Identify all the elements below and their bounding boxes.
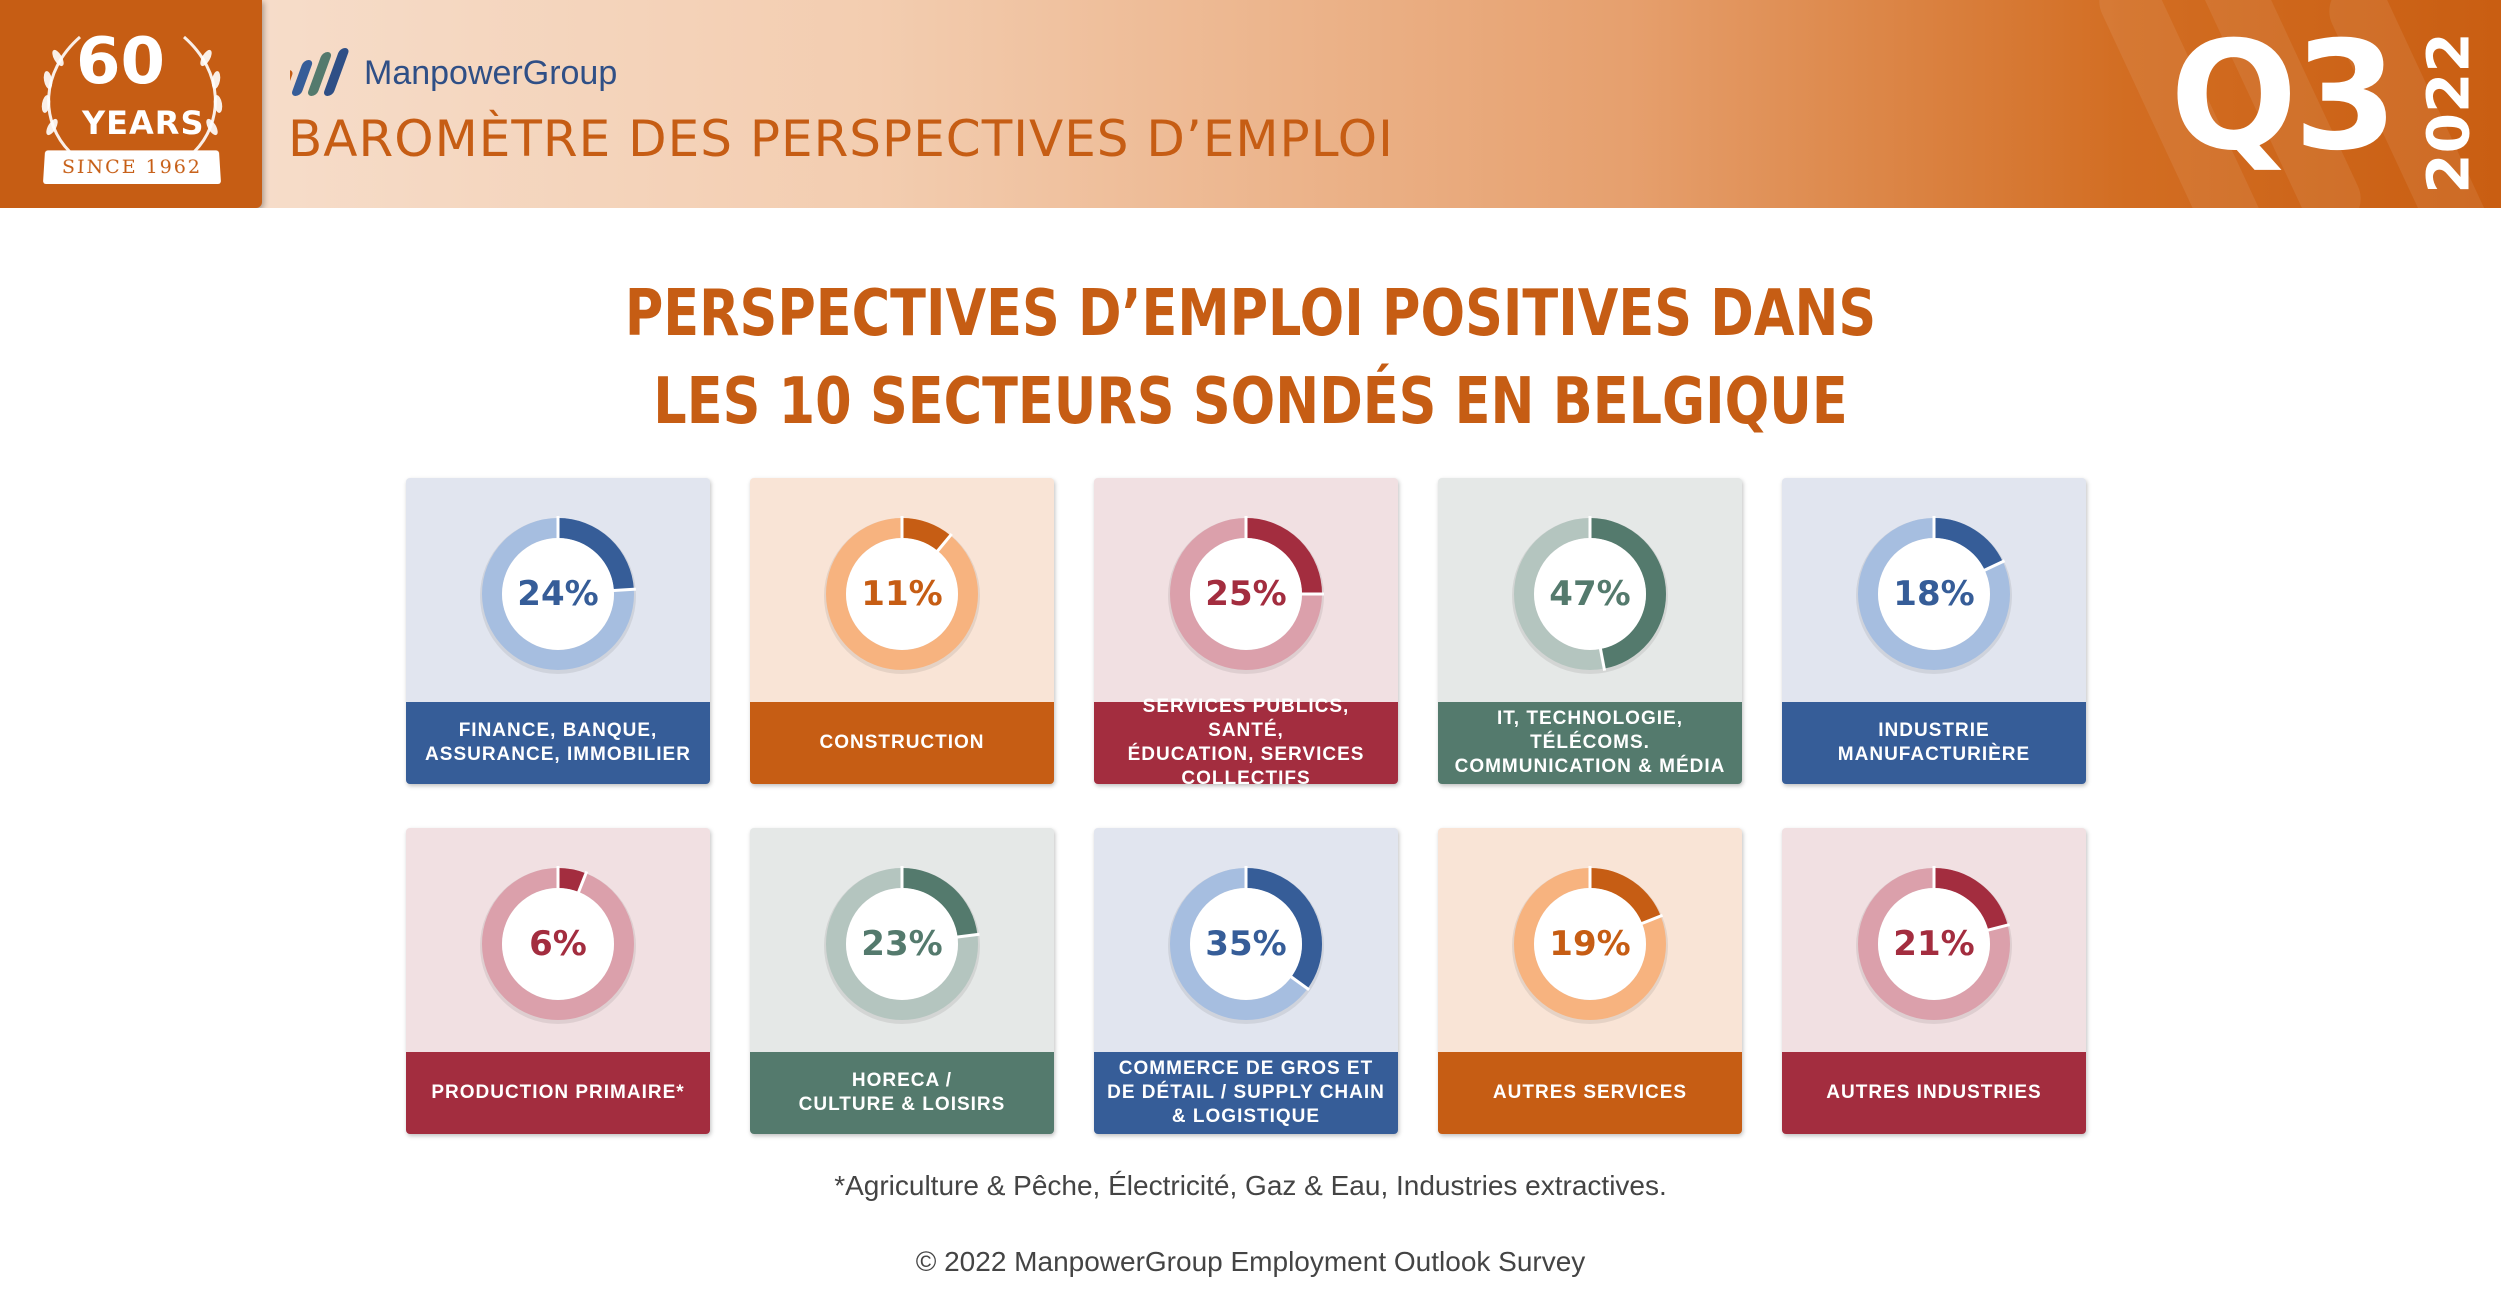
badge-number: 60 xyxy=(76,25,166,99)
donut-separator xyxy=(955,932,980,939)
header-title: BAROMÈTRE DES PERSPECTIVES D’EMPLOI xyxy=(288,110,1394,168)
laurel-wreath-icon xyxy=(41,35,223,154)
donut-center xyxy=(1190,538,1302,650)
badge-since: SINCE 1962 xyxy=(42,150,222,185)
sector-tile: 18% INDUSTRIE MANUFACTURIÈRE xyxy=(1782,478,2086,784)
donut-chart xyxy=(1856,866,2012,1024)
footnote: *Agriculture & Pêche, Électricité, Gaz &… xyxy=(834,1170,1667,1201)
sector-tile: 35% COMMERCE DE GROS ET DE DÉTAIL / SUPPL… xyxy=(1094,828,1398,1134)
sector-label: INDUSTRIE MANUFACTURIÈRE xyxy=(1782,702,2086,784)
sector-label: AUTRES INDUSTRIES xyxy=(1782,1052,2086,1134)
manpowergroup-logo-icon xyxy=(290,48,349,96)
badge-years: YEARS xyxy=(82,104,205,142)
percentage-label: 21% xyxy=(1893,924,1975,964)
sector-label: AUTRES SERVICES xyxy=(1438,1052,1742,1134)
donut-separator xyxy=(935,532,953,554)
main-title-line1: PERSPECTIVES D’EMPLOI POSITIVES DANS xyxy=(624,277,1877,351)
percentage-label: 35% xyxy=(1205,924,1287,964)
donut-chart xyxy=(1856,516,2012,674)
main-title: PERSPECTIVES D’EMPLOI POSITIVES DANS LES… xyxy=(225,270,2276,446)
copyright: © 2022 ManpowerGroup Employment Outlook … xyxy=(915,1246,1586,1277)
donut-chart xyxy=(480,516,636,674)
sector-tile: 6% PRODUCTION PRIMAIRE* xyxy=(406,828,710,1134)
sector-tile: 19% AUTRES SERVICES xyxy=(1438,828,1742,1134)
donut-chart xyxy=(1168,866,1324,1024)
donut-separator xyxy=(576,870,589,895)
donut-separator xyxy=(1639,913,1664,926)
donut-center xyxy=(846,538,958,650)
donut-chart xyxy=(1512,516,1668,674)
main-title-line2: LES 10 SECTEURS SONDÉS EN BELGIQUE xyxy=(653,365,1848,439)
year-label: 2022 xyxy=(2414,32,2483,194)
donut-center xyxy=(1534,538,1646,650)
sector-tile: 24% FINANCE, BANQUE, ASSURANCE, IMMOBILIE… xyxy=(406,478,710,784)
donut-center xyxy=(1878,888,1990,1000)
brand-name: ManpowerGroup xyxy=(364,54,618,92)
percentage-label: 18% xyxy=(1893,574,1975,614)
donut-separator xyxy=(1598,646,1607,671)
donut-chart xyxy=(824,866,980,1024)
donut-chart xyxy=(824,516,980,674)
donut-chart xyxy=(1168,516,1324,674)
donut-chart xyxy=(480,866,636,1024)
sector-label: FINANCE, BANQUE, ASSURANCE, IMMOBILIER xyxy=(406,702,710,784)
sector-label: COMMERCE DE GROS ET DE DÉTAIL / SUPPLY C… xyxy=(1094,1052,1398,1134)
donut-center xyxy=(1534,888,1646,1000)
sector-tile: 25% SERVICES PUBLICS, SANTÉ, ÉDUCATION, S… xyxy=(1094,478,1398,784)
donut-separator xyxy=(1982,559,2006,573)
donut-separator xyxy=(1985,923,2010,933)
percentage-label: 19% xyxy=(1549,924,1631,964)
sector-tile: 23% HORECA / CULTURE & LOISIRS xyxy=(750,828,1054,1134)
header-banner: 60 YEARS SINCE 1962 ManpowerGroup BAROMÈ… xyxy=(0,0,2501,208)
sector-tile: 47% IT, TECHNOLOGIE, TÉLÉCOMS. COMMUNICAT… xyxy=(1438,478,1742,784)
sector-tile: 11% CONSTRUCTION xyxy=(750,478,1054,784)
sector-label: SERVICES PUBLICS, SANTÉ, ÉDUCATION, SERV… xyxy=(1094,696,1398,784)
donut-center xyxy=(1878,538,1990,650)
donut-center xyxy=(502,538,614,650)
percentage-label: 24% xyxy=(517,574,599,614)
quarter-label: Q3 xyxy=(2170,10,2398,184)
percentage-label: 11% xyxy=(861,574,943,614)
percentage-label: 6% xyxy=(529,924,587,964)
sector-label: IT, TECHNOLOGIE, TÉLÉCOMS. COMMUNICATION… xyxy=(1438,702,1742,784)
donut-center xyxy=(1190,888,1302,1000)
percentage-label: 25% xyxy=(1205,574,1287,614)
sector-label: CONSTRUCTION xyxy=(750,702,1054,784)
donut-center xyxy=(502,888,614,1000)
percentage-label: 47% xyxy=(1549,574,1631,614)
anniversary-badge: 60 YEARS SINCE 1962 xyxy=(0,0,262,208)
sector-label: PRODUCTION PRIMAIRE* xyxy=(406,1052,710,1134)
donut-separator xyxy=(611,587,636,593)
sector-label: HORECA / CULTURE & LOISIRS xyxy=(750,1052,1054,1134)
donut-center xyxy=(846,888,958,1000)
sector-tile: 21% AUTRES INDUSTRIES xyxy=(1782,828,2086,1134)
percentage-label: 23% xyxy=(861,924,943,964)
donut-separator xyxy=(1288,974,1310,992)
donut-chart xyxy=(1512,866,1668,1024)
